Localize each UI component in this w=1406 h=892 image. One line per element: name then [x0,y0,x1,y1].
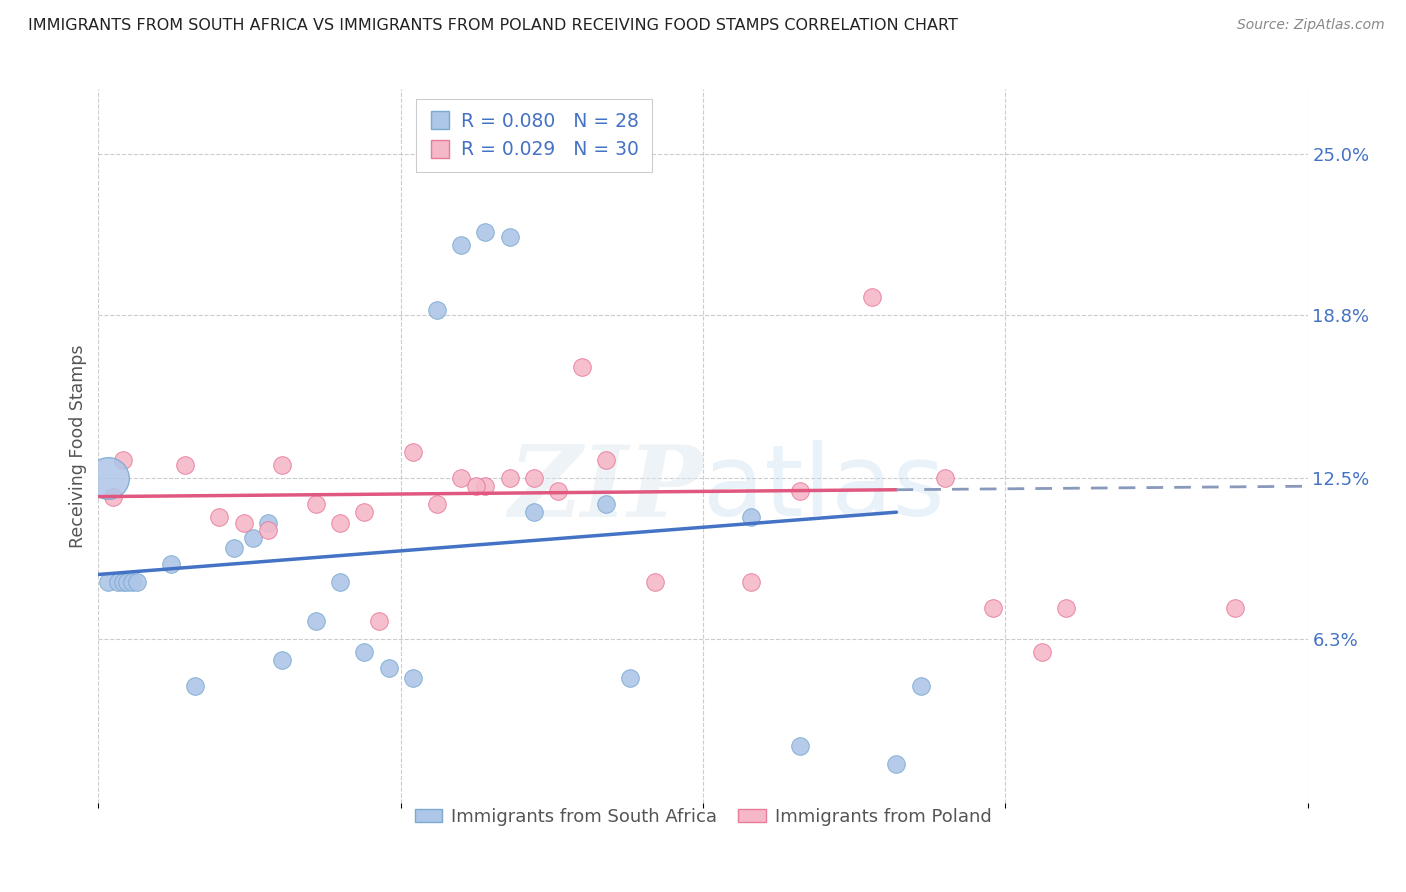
Point [101,490,124,504]
Point [256,516,278,530]
Point [222,541,245,556]
Point [981,601,1004,615]
Text: atlas: atlas [703,441,945,537]
Text: Source: ZipAtlas.com: Source: ZipAtlas.com [1237,18,1385,32]
Point [1054,601,1077,615]
Point [121,575,143,590]
Point [474,479,496,493]
Point [271,458,294,473]
Point [740,510,762,524]
Point [107,575,129,590]
Point [547,484,569,499]
Point [305,497,328,511]
Point [595,453,617,467]
Text: IMMIGRANTS FROM SOUTH AFRICA VS IMMIGRANTS FROM POLAND RECEIVING FOOD STAMPS COR: IMMIGRANTS FROM SOUTH AFRICA VS IMMIGRAN… [28,18,957,33]
Point [256,524,278,538]
Point [789,484,811,499]
Point [474,225,496,239]
Point [1223,601,1246,615]
Point [242,531,264,545]
Point [97,471,120,485]
Point [329,575,352,590]
Legend: Immigrants from South Africa, Immigrants from Poland: Immigrants from South Africa, Immigrants… [408,801,998,833]
Point [117,575,139,590]
Point [619,671,641,685]
Point [111,575,134,590]
Point [860,290,883,304]
Point [353,505,375,519]
Point [353,645,375,659]
Point [184,679,207,693]
Point [271,653,294,667]
Point [232,516,254,530]
Point [368,614,391,628]
Point [886,756,908,771]
Y-axis label: Receiving Food Stamps: Receiving Food Stamps [69,344,87,548]
Point [329,516,352,530]
Point [426,497,449,511]
Point [498,471,520,485]
Point [377,661,399,675]
Point [595,497,617,511]
Point [208,510,231,524]
Point [571,359,593,374]
Point [450,238,472,252]
Point [111,453,134,467]
Point [523,471,546,485]
Point [498,230,520,244]
Point [1031,645,1053,659]
Point [305,614,328,628]
Point [97,575,120,590]
Point [174,458,197,473]
Point [127,575,149,590]
Point [740,575,762,590]
Point [450,471,472,485]
Text: ZIP: ZIP [508,441,703,537]
Point [402,671,425,685]
Point [789,739,811,753]
Point [464,479,486,493]
Point [934,471,956,485]
Point [426,302,449,317]
Point [644,575,666,590]
Point [910,679,932,693]
Point [160,557,183,571]
Point [402,445,425,459]
Point [523,505,546,519]
